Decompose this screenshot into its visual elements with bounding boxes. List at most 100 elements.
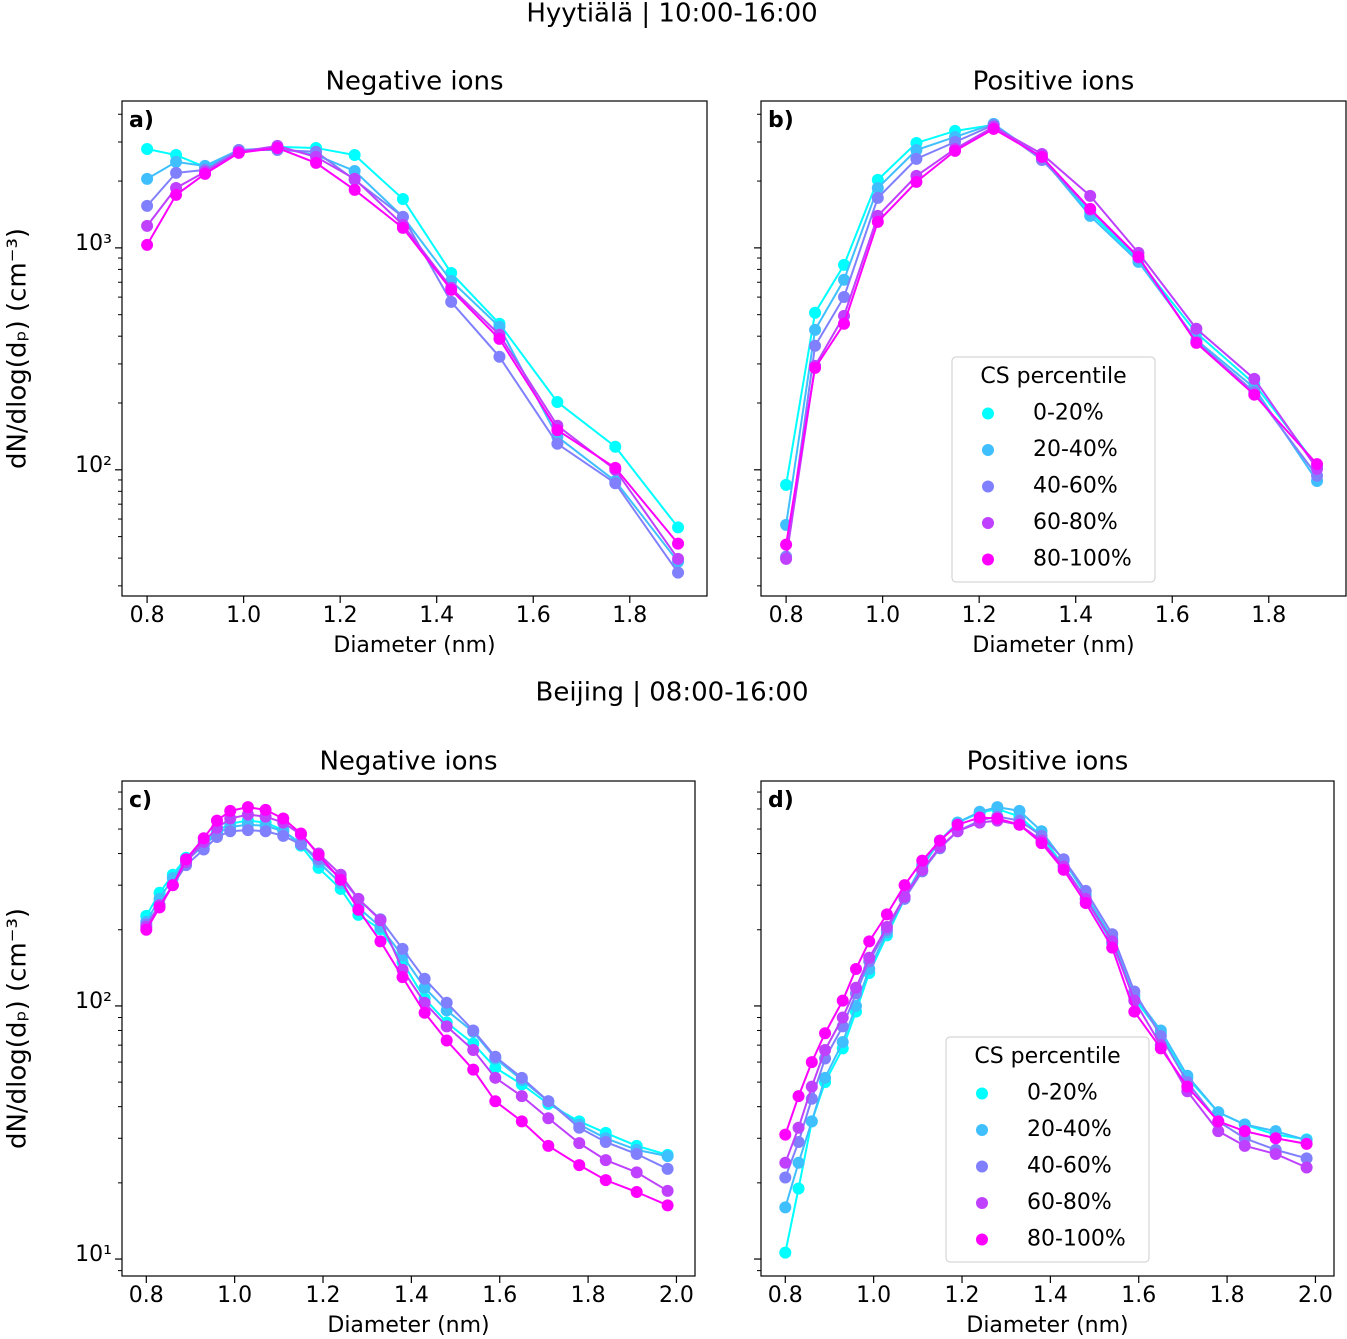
data-point bbox=[933, 834, 946, 847]
x-tick-label: 1.8 bbox=[1210, 1283, 1245, 1308]
data-point bbox=[880, 921, 893, 934]
axes-frame bbox=[121, 780, 696, 1277]
data-point bbox=[467, 1063, 480, 1076]
data-point bbox=[916, 863, 929, 876]
series-line bbox=[145, 829, 669, 1170]
y-axis-label: dN/dlog(dₚ) (cm⁻³) bbox=[3, 228, 33, 469]
data-point bbox=[661, 1162, 674, 1175]
data-point bbox=[672, 552, 685, 565]
data-point bbox=[898, 890, 911, 903]
data-point bbox=[1212, 1115, 1225, 1128]
data-point bbox=[1154, 1042, 1167, 1055]
data-point bbox=[348, 183, 361, 196]
x-tick-label: 1.6 bbox=[1121, 1283, 1156, 1308]
x-tick-label: 0.8 bbox=[768, 1283, 803, 1308]
legend-label: 20-40% bbox=[1027, 1117, 1112, 1142]
data-point bbox=[396, 193, 409, 206]
data-point bbox=[609, 461, 622, 474]
data-point bbox=[573, 1137, 586, 1150]
legend-label: 80-100% bbox=[1033, 547, 1132, 572]
data-point bbox=[609, 477, 622, 490]
series-line bbox=[146, 144, 679, 560]
data-point bbox=[310, 156, 323, 169]
data-point bbox=[294, 838, 307, 851]
data-point bbox=[259, 825, 272, 838]
data-point bbox=[805, 1056, 818, 1069]
data-point bbox=[489, 1095, 502, 1108]
data-point bbox=[819, 1071, 832, 1084]
x-tick-label: 1.4 bbox=[1033, 1283, 1068, 1308]
x-tick-label: 0.8 bbox=[129, 1283, 164, 1308]
data-point bbox=[880, 908, 893, 921]
data-point bbox=[542, 1095, 555, 1108]
x-tick-label: 1.2 bbox=[306, 1283, 341, 1308]
series-line bbox=[146, 146, 679, 563]
x-axis-label: Diameter (nm) bbox=[972, 633, 1134, 658]
x-tick-label: 1.6 bbox=[1155, 603, 1190, 628]
data-point bbox=[515, 1071, 528, 1084]
data-point bbox=[1238, 1125, 1251, 1138]
x-tick-label: 1.2 bbox=[962, 603, 997, 628]
x-tick-label: 1.8 bbox=[1251, 603, 1286, 628]
data-point bbox=[493, 332, 506, 345]
data-point bbox=[141, 219, 154, 232]
data-point bbox=[871, 191, 884, 204]
data-point bbox=[489, 1071, 502, 1084]
data-point bbox=[197, 832, 210, 845]
data-point bbox=[792, 1090, 805, 1103]
data-point bbox=[809, 306, 822, 319]
data-point bbox=[241, 824, 254, 837]
data-point bbox=[780, 478, 793, 491]
data-point bbox=[630, 1148, 643, 1161]
data-point bbox=[863, 951, 876, 964]
series-line bbox=[146, 145, 679, 529]
data-point bbox=[515, 1115, 528, 1128]
data-point bbox=[542, 1139, 555, 1152]
panel-label: d) bbox=[768, 788, 794, 813]
x-axis-label: Diameter (nm) bbox=[333, 633, 495, 658]
data-point bbox=[780, 552, 793, 565]
data-point bbox=[277, 812, 290, 825]
data-point bbox=[1300, 1161, 1313, 1174]
row-title: Hyytiälä | 10:00-16:00 bbox=[526, 0, 817, 29]
data-point bbox=[1311, 458, 1324, 471]
data-point bbox=[836, 1011, 849, 1024]
data-point bbox=[819, 1027, 832, 1040]
data-point bbox=[199, 167, 212, 180]
data-point bbox=[910, 152, 923, 165]
data-point bbox=[672, 566, 685, 579]
data-point bbox=[779, 1246, 792, 1259]
x-tick-label: 1.4 bbox=[394, 1283, 429, 1308]
data-point bbox=[1013, 804, 1026, 817]
data-point bbox=[672, 537, 685, 550]
data-point bbox=[779, 1201, 792, 1214]
data-point bbox=[1212, 1125, 1225, 1138]
data-point bbox=[312, 848, 325, 861]
legend-marker bbox=[976, 1160, 988, 1173]
data-point bbox=[445, 283, 458, 296]
data-point bbox=[180, 853, 193, 866]
series-line bbox=[145, 813, 669, 1192]
data-point bbox=[445, 295, 458, 308]
panel-label: a) bbox=[129, 108, 154, 133]
legend-label: 20-40% bbox=[1033, 437, 1118, 462]
data-point bbox=[1181, 1080, 1194, 1093]
data-point bbox=[871, 215, 884, 228]
data-point bbox=[809, 339, 822, 352]
data-point bbox=[1013, 818, 1026, 831]
data-point bbox=[418, 1006, 431, 1019]
legend-label: 60-80% bbox=[1027, 1190, 1112, 1215]
panel-label: c) bbox=[129, 788, 152, 813]
y-tick-label: 10¹ bbox=[75, 1242, 112, 1267]
panel-title: Negative ions bbox=[325, 67, 503, 97]
data-point bbox=[838, 290, 851, 303]
data-point bbox=[871, 181, 884, 194]
data-point bbox=[418, 996, 431, 1009]
axes-frame bbox=[760, 780, 1335, 1277]
series-line bbox=[145, 819, 668, 1156]
data-point bbox=[374, 935, 387, 948]
data-point bbox=[779, 1128, 792, 1141]
data-point bbox=[551, 424, 564, 437]
data-point bbox=[374, 914, 387, 927]
